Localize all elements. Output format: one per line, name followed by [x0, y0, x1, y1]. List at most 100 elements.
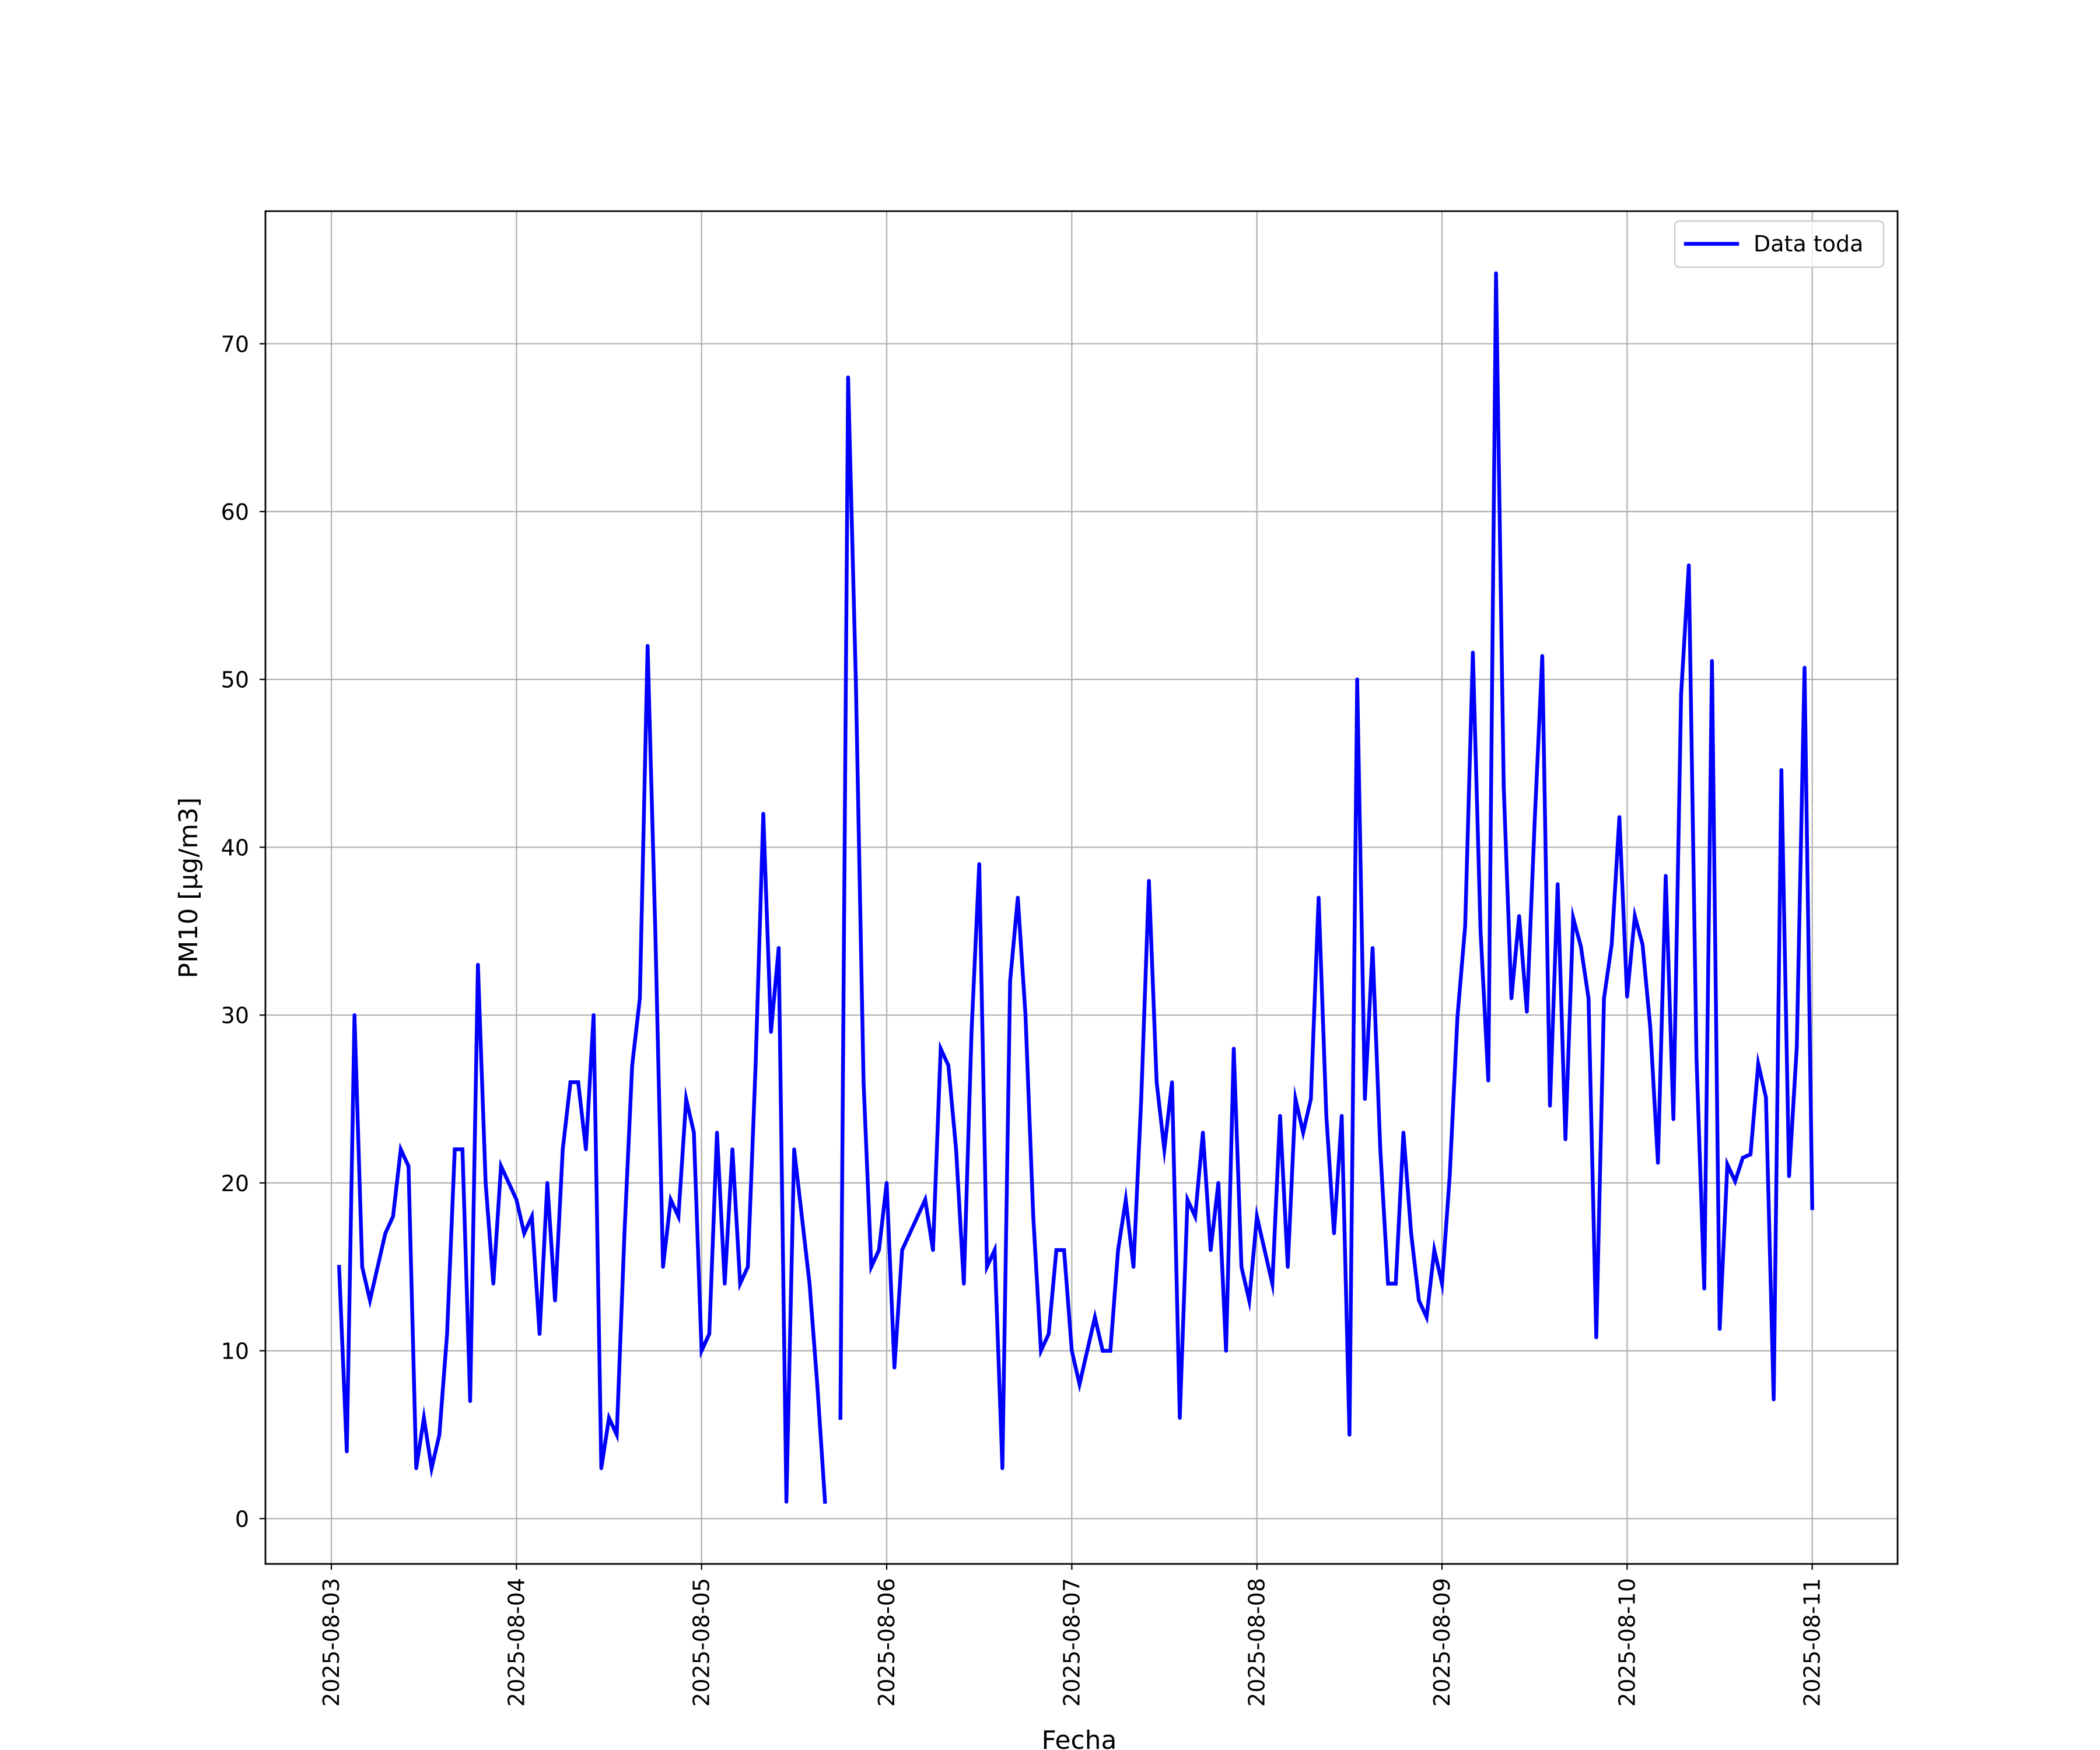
data-point [1795, 1045, 1799, 1049]
data-point [1748, 1152, 1753, 1157]
data-point [1000, 1466, 1005, 1471]
data-point [923, 1198, 928, 1202]
data-point [992, 1248, 997, 1252]
data-point [1101, 1349, 1105, 1353]
data-point [1046, 1332, 1051, 1336]
data-point [1517, 914, 1521, 918]
y-tick-label: 10 [221, 1339, 249, 1364]
data-point [1648, 1025, 1653, 1029]
data-point [1077, 1382, 1082, 1387]
data-point [1147, 878, 1151, 883]
data-point [1339, 1114, 1344, 1118]
data-point [1278, 1114, 1282, 1118]
data-point [1509, 996, 1514, 1000]
data-point [653, 929, 657, 933]
data-point [545, 1181, 550, 1185]
data-point [429, 1466, 434, 1471]
data-point [615, 1433, 619, 1437]
data-point [1023, 1013, 1028, 1017]
ticks: 0 10 20 30 40 50 60 70 2025-08-03 2025-08-04 2025-… [221, 331, 1825, 1707]
data-point [1671, 1117, 1675, 1121]
data-point [1463, 924, 1467, 928]
data-point [422, 1416, 426, 1420]
data-point [630, 1063, 634, 1068]
data-point [1432, 1248, 1436, 1252]
data-point [900, 1248, 904, 1252]
data-point [1640, 943, 1644, 947]
data-point [1478, 929, 1483, 933]
data-point [622, 1231, 626, 1236]
data-point [1448, 1174, 1452, 1178]
data-point [553, 1298, 557, 1303]
y-tick-label: 40 [221, 835, 249, 860]
data-point [823, 1500, 827, 1504]
data-point [715, 1130, 719, 1135]
data-point [1124, 1198, 1128, 1202]
data-point [869, 1265, 873, 1269]
data-point [908, 1231, 912, 1236]
data-point [1548, 1104, 1552, 1108]
data-point [1062, 1248, 1066, 1252]
data-point [530, 1214, 534, 1219]
data-point [360, 1265, 365, 1269]
data-point [800, 1214, 804, 1219]
data-point [946, 1063, 951, 1068]
data-point [453, 1147, 457, 1152]
x-axis-label: Fecha [1041, 1726, 1116, 1750]
data-point [1108, 1349, 1112, 1353]
data-point [507, 1181, 511, 1185]
data-point [568, 1080, 573, 1084]
data-point [1578, 944, 1583, 949]
y-axis-label: PM10 [μg/m3] [174, 797, 204, 978]
data-point [1309, 1097, 1313, 1101]
data-point [668, 1198, 673, 1202]
data-layer [337, 271, 1814, 1504]
y-tick-label: 70 [221, 331, 249, 357]
data-point [1154, 1080, 1159, 1084]
data-point [1039, 1349, 1043, 1353]
data-point [460, 1147, 464, 1152]
data-point [398, 1147, 403, 1152]
data-point [491, 1282, 495, 1286]
data-point [1617, 815, 1622, 819]
data-point [368, 1298, 372, 1303]
data-point [846, 375, 850, 379]
data-point [438, 1433, 442, 1437]
x-tick-label: 2025-08-09 [1429, 1578, 1455, 1707]
data-point [730, 1147, 734, 1152]
data-point [1540, 654, 1545, 658]
data-point [1756, 1062, 1760, 1066]
data-point [1695, 1056, 1699, 1061]
data-point [1394, 1282, 1398, 1286]
data-point [468, 1399, 473, 1404]
data-point [915, 1214, 920, 1219]
data-point [1563, 1137, 1567, 1142]
data-point [877, 1248, 881, 1252]
y-tick-label: 60 [221, 499, 249, 525]
x-tick-label: 2025-08-03 [318, 1578, 344, 1707]
data-point [985, 1265, 989, 1269]
data-point [414, 1466, 418, 1471]
data-point [707, 1332, 712, 1336]
data-point [1741, 1156, 1745, 1160]
data-point [954, 1147, 958, 1152]
data-point [646, 644, 650, 648]
data-point [1193, 1214, 1198, 1219]
data-point [1348, 1433, 1352, 1437]
plot-frame [264, 210, 1899, 1565]
data-point [1779, 768, 1783, 772]
data-point [1170, 1080, 1174, 1084]
data-point [1178, 1416, 1182, 1420]
data-point [1116, 1248, 1120, 1252]
data-point [1185, 1198, 1189, 1202]
data-point [807, 1282, 812, 1286]
data-point [1286, 1265, 1290, 1269]
y-tick-label: 50 [221, 667, 249, 693]
data-point [1216, 1181, 1220, 1185]
data-point [1370, 946, 1375, 950]
data-point [1008, 979, 1012, 984]
y-tick-label: 30 [221, 1003, 249, 1028]
data-point [514, 1198, 519, 1202]
data-point [383, 1231, 387, 1236]
data-point [1247, 1298, 1251, 1303]
